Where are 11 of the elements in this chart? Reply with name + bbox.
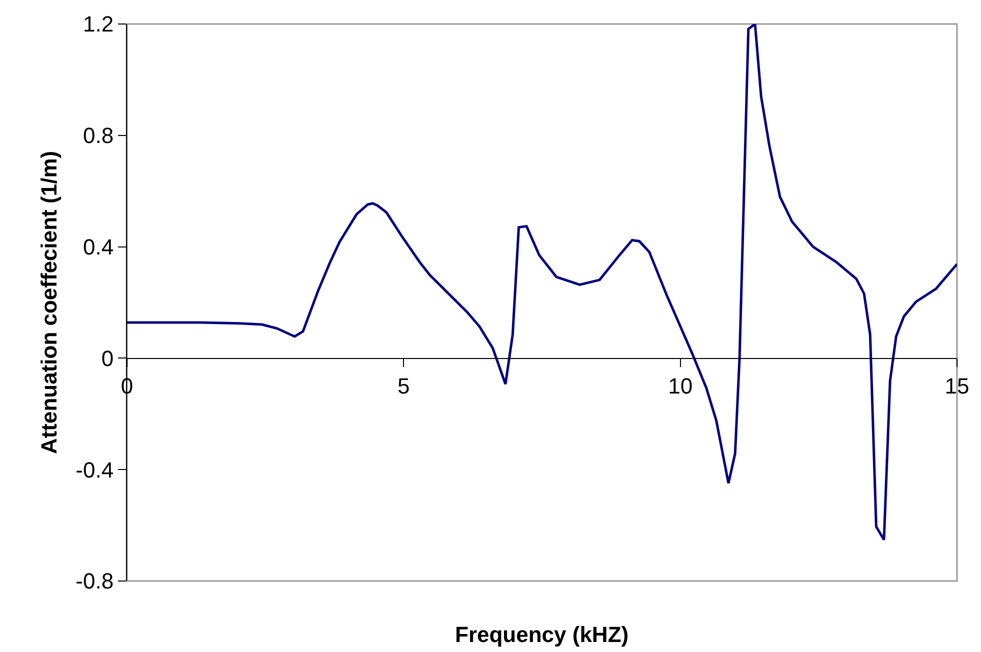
y-axis-title: Attenuation coeffecient (1/m) (36, 150, 62, 454)
x-tick-label: 5 (398, 374, 410, 399)
y-tick-label: -0.4 (76, 457, 114, 482)
y-tick-label: 0 (101, 346, 114, 371)
x-tick-label: 10 (668, 374, 693, 399)
y-tick-label: 0.8 (83, 123, 114, 148)
y-tick-label: 1.2 (83, 12, 114, 37)
y-tick-label: -0.8 (76, 568, 114, 594)
y-tick-label: 0.4 (83, 234, 114, 260)
x-axis-title: Frequency (kHZ) (455, 622, 629, 647)
x-tick-label: 15 (944, 374, 970, 399)
